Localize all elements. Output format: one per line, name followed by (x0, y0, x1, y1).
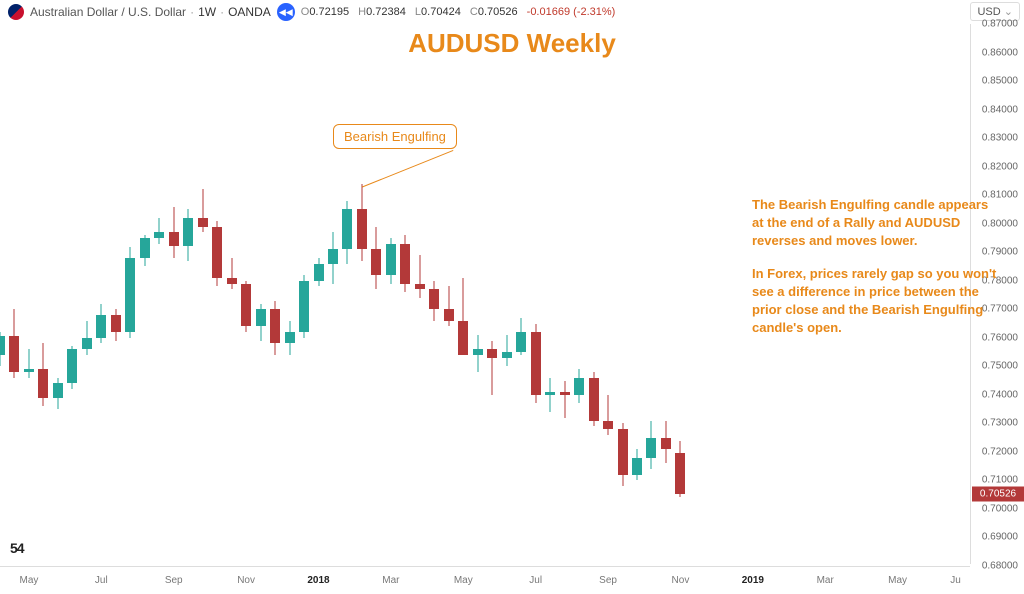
y-tick-label: 0.85000 (982, 76, 1018, 87)
ohlc-change: -0.01669 (527, 6, 570, 18)
candle (603, 395, 613, 435)
candle (67, 346, 77, 389)
x-tick-label: Jul (529, 575, 542, 586)
candle (516, 318, 526, 355)
candle (342, 201, 352, 264)
candle (9, 309, 19, 377)
separator: · (190, 5, 194, 19)
candle (400, 235, 410, 292)
x-tick-label: Nov (237, 575, 255, 586)
candle (198, 189, 208, 232)
candle (589, 372, 599, 426)
candle (140, 235, 150, 266)
x-tick-label: May (20, 575, 39, 586)
x-tick-label: Sep (599, 575, 617, 586)
candle (545, 378, 555, 412)
y-tick-label: 0.84000 (982, 104, 1018, 115)
candle (502, 335, 512, 366)
flag-icon (8, 4, 24, 20)
last-price-tag: 0.70526 (972, 486, 1024, 501)
x-tick-label: May (454, 575, 473, 586)
bearish-engulfing-callout[interactable]: Bearish Engulfing (333, 124, 457, 149)
symbol-name[interactable]: Australian Dollar / U.S. Dollar (30, 5, 186, 19)
ohlc-high: 0.72384 (366, 6, 406, 18)
candle (314, 258, 324, 287)
candle (458, 278, 468, 326)
candle (531, 324, 541, 404)
y-tick-label: 0.87000 (982, 19, 1018, 30)
ohlc-close: 0.70526 (478, 6, 518, 18)
y-tick-label: 0.82000 (982, 161, 1018, 172)
candle (285, 321, 295, 355)
candle (0, 332, 5, 366)
y-tick-label: 0.86000 (982, 47, 1018, 58)
candle (111, 309, 121, 340)
x-tick-label: 2018 (307, 575, 329, 586)
replay-rewind-button[interactable]: ◀◀ (277, 3, 295, 21)
candle (646, 421, 656, 469)
time-axis[interactable]: May Jul Sep Nov 2018 Mar May Jul Sep Nov 2019 Mar Ma… (0, 566, 970, 594)
candle (96, 304, 106, 344)
x-tick-label: Mar (817, 575, 834, 586)
x-tick-label: Sep (165, 575, 183, 586)
candle (357, 184, 367, 261)
x-tick-label: Ju (950, 575, 961, 586)
y-tick-label: 0.72000 (982, 446, 1018, 457)
y-tick-label: 0.68000 (982, 561, 1018, 572)
ohlc-change-pct: (-2.31%) (573, 6, 615, 18)
candle (386, 238, 396, 284)
candle (241, 281, 251, 332)
candle (125, 247, 135, 338)
candle (328, 232, 338, 283)
annotation-p2: In Forex, prices rarely gap so you won't… (752, 265, 1002, 338)
separator: · (220, 5, 224, 19)
candle (618, 423, 628, 486)
x-tick-label: May (888, 575, 907, 586)
y-tick-label: 0.75000 (982, 361, 1018, 372)
candle (256, 304, 266, 341)
x-tick-label: Nov (672, 575, 690, 586)
candle (473, 335, 483, 372)
callout-label: Bearish Engulfing (344, 129, 446, 144)
annotation-p1: The Bearish Engulfing candle appears at … (752, 196, 1002, 251)
y-tick-label: 0.69000 (982, 532, 1018, 543)
x-tick-label: Mar (382, 575, 399, 586)
candle (574, 369, 584, 403)
candle (415, 255, 425, 298)
candle (169, 207, 179, 258)
candle (444, 286, 454, 326)
candle (38, 343, 48, 406)
candle (24, 349, 34, 378)
y-tick-label: 0.83000 (982, 133, 1018, 144)
x-tick-label: 2019 (742, 575, 764, 586)
chart-header: Australian Dollar / U.S. Dollar · 1W · O… (0, 0, 1024, 24)
ohlc-open: 0.72195 (309, 6, 349, 18)
y-tick-label: 0.74000 (982, 389, 1018, 400)
tradingview-logo-icon[interactable]: 54 (10, 540, 24, 556)
candle (183, 209, 193, 260)
candle (227, 258, 237, 289)
candle (299, 275, 309, 338)
candle (154, 218, 164, 244)
candle (661, 421, 671, 464)
candle (53, 378, 63, 409)
candle (560, 381, 570, 418)
candle (675, 441, 685, 497)
y-tick-label: 0.70000 (982, 503, 1018, 514)
candle (429, 281, 439, 321)
candle (212, 221, 222, 287)
ohlc-readout: O0.72195 H0.72384 L0.70424 C0.70526 -0.0… (301, 6, 616, 18)
interval-label[interactable]: 1W (198, 5, 216, 19)
provider-label: OANDA (228, 5, 271, 19)
candle (371, 227, 381, 290)
candle (487, 341, 497, 395)
analysis-annotation: The Bearish Engulfing candle appears at … (752, 196, 1002, 351)
candle (270, 301, 280, 355)
y-tick-label: 0.73000 (982, 418, 1018, 429)
ohlc-low: 0.70424 (421, 6, 461, 18)
y-tick-label: 0.71000 (982, 475, 1018, 486)
candle (632, 449, 642, 480)
x-tick-label: Jul (95, 575, 108, 586)
candle (82, 321, 92, 355)
